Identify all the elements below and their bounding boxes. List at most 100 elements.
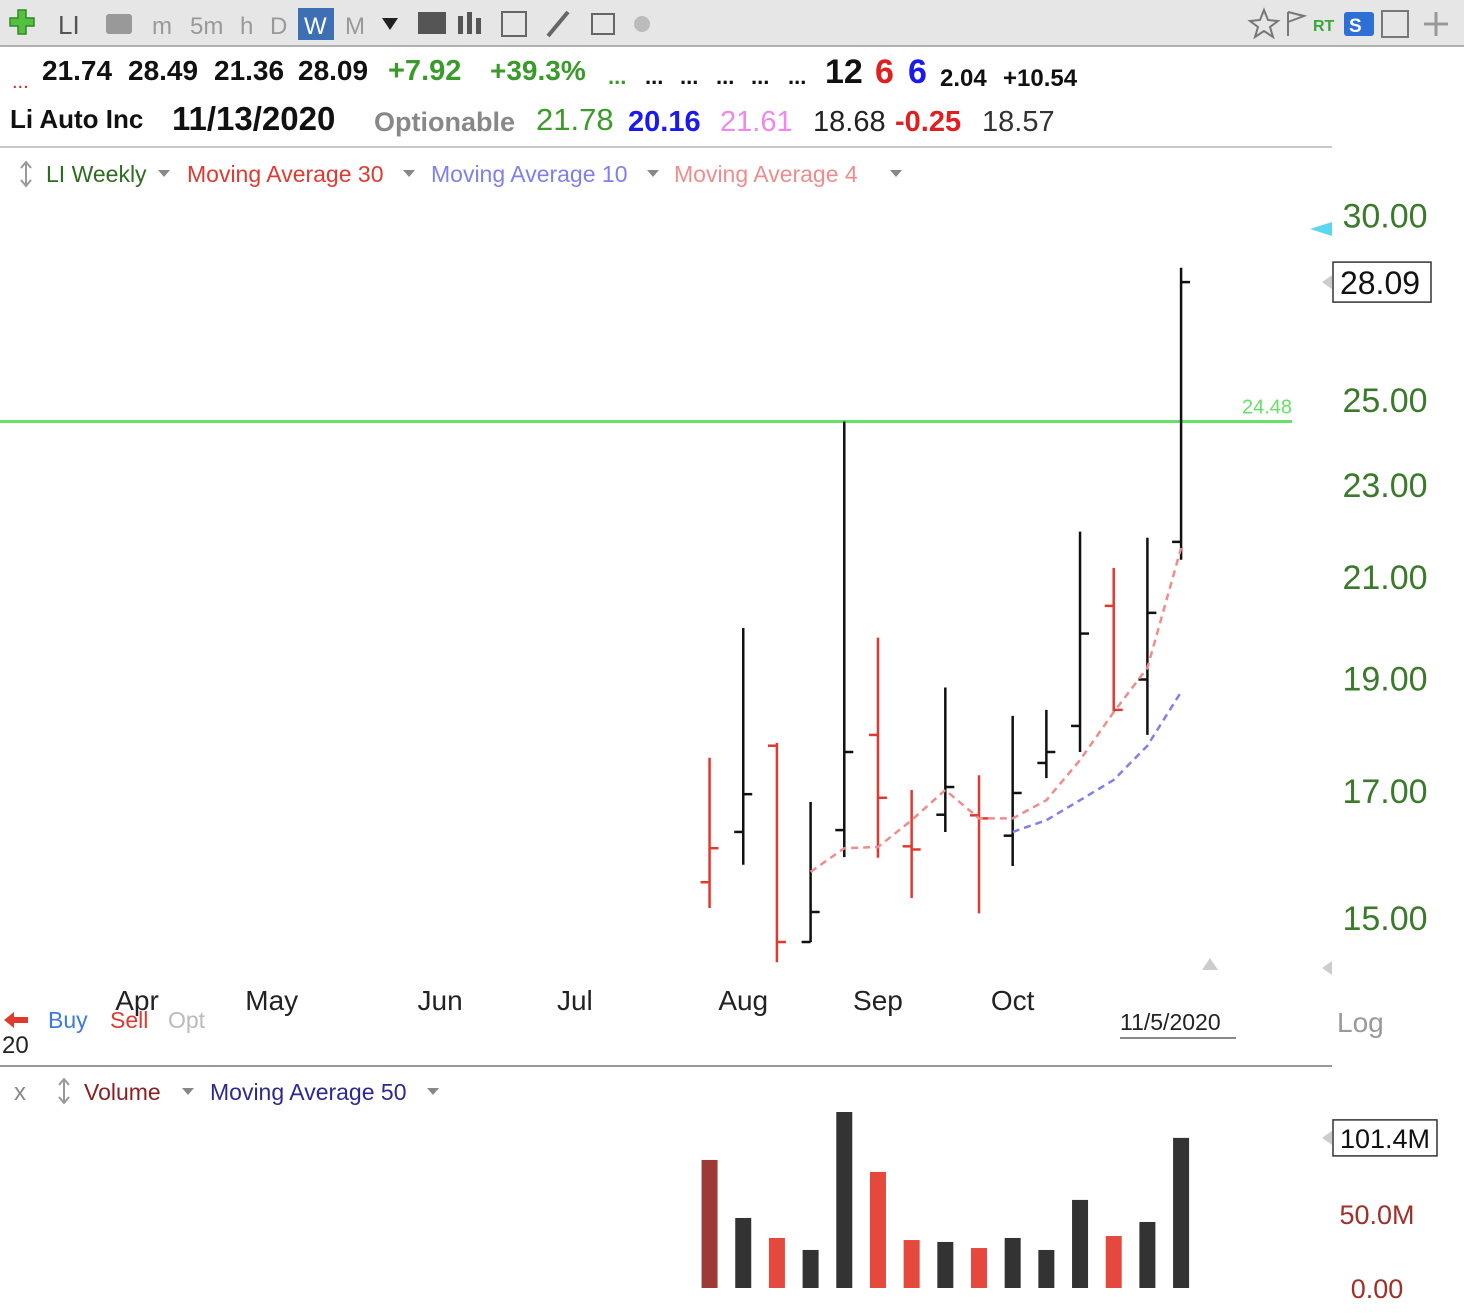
scroll-marker (1202, 958, 1218, 970)
legend-item[interactable]: Moving Average 4 (674, 161, 858, 187)
x-tick-label: Sep (853, 985, 903, 1016)
volume-bar (869, 1171, 886, 1288)
y-tick-label: 15.00 (1342, 900, 1427, 938)
interval-button[interactable]: M (345, 13, 365, 40)
print-icon[interactable] (106, 14, 132, 34)
year-label: 20 (2, 1032, 29, 1059)
y-tick-label: 30.00 (1342, 197, 1427, 235)
opt-button[interactable]: Opt (168, 1007, 206, 1033)
volume-bar (1173, 1137, 1190, 1288)
last-value-label: 101.4M (1340, 1124, 1430, 1154)
legend-item[interactable]: Moving Average 50 (210, 1079, 407, 1105)
volume-bar (971, 1248, 987, 1288)
x-tick-label: May (245, 985, 298, 1016)
quote-field: ... (12, 71, 29, 93)
x-tick-label: Jun (418, 985, 463, 1016)
volume-bar (735, 1217, 752, 1288)
interval-button[interactable]: h (240, 13, 253, 40)
legend-item[interactable]: Volume (84, 1079, 161, 1105)
volume-bar (1004, 1237, 1021, 1288)
quote-field: 11/13/2020 (172, 100, 335, 137)
scroll-marker (1322, 961, 1332, 975)
move-handle[interactable] (58, 1077, 70, 1105)
sell-button[interactable]: Sell (110, 1007, 148, 1033)
s-label[interactable]: S (1349, 16, 1362, 37)
interval-button[interactable]: D (270, 13, 287, 40)
y-tick-label: 23.00 (1342, 467, 1427, 505)
dropdown-arrow[interactable] (427, 1088, 439, 1095)
bars-icon[interactable] (458, 16, 463, 34)
bars-icon (467, 12, 472, 34)
quote-field: 6 (875, 53, 894, 91)
quote-field: 12 (825, 53, 863, 91)
quote-field: 21.78 (536, 102, 614, 137)
last-value-pointer (1322, 1130, 1332, 1145)
quote-field: ... (751, 64, 769, 89)
cursor-date: 11/5/2020 (1120, 1009, 1221, 1035)
volume-bar (1072, 1199, 1089, 1288)
scale-toggle[interactable]: Log (1337, 1007, 1384, 1038)
quote-field: 2.04 (940, 65, 987, 92)
quote-field: 21.36 (214, 55, 284, 86)
x-tick-label: Jul (557, 985, 593, 1016)
s-button[interactable] (1344, 12, 1374, 36)
quote-field: ... (608, 64, 626, 89)
interval-button[interactable]: W (304, 13, 327, 40)
dropdown-arrow[interactable] (158, 170, 170, 177)
quote-field: 18.68 (813, 106, 886, 138)
quote-field: +7.92 (388, 55, 461, 87)
legend-item[interactable]: Moving Average 30 (187, 161, 384, 187)
move-icon[interactable] (1424, 12, 1448, 36)
grid-icon[interactable] (501, 11, 527, 37)
legend-title[interactable]: LI Weekly (46, 161, 147, 187)
interval-button[interactable]: 5m (190, 13, 223, 40)
volume-bar (1139, 1221, 1156, 1288)
dropdown-arrow[interactable] (890, 170, 902, 177)
move-handle[interactable] (20, 160, 32, 188)
quote-field: 28.09 (298, 55, 368, 86)
last-value-box (1332, 261, 1432, 303)
interval-button[interactable]: m (152, 13, 172, 40)
trade-arrow[interactable] (4, 1012, 28, 1028)
quote-field: 18.57 (982, 106, 1055, 138)
favorite-icon[interactable] (1247, 7, 1281, 40)
quote-field: +10.54 (1003, 65, 1078, 92)
quote-field: 6 (908, 53, 927, 91)
legend-item[interactable]: Moving Average 10 (431, 161, 628, 187)
volume-bar (937, 1241, 954, 1288)
quote-field: 21.74 (42, 55, 112, 86)
symbol[interactable]: LI (58, 10, 80, 40)
close-panel[interactable]: x (14, 1079, 26, 1106)
quote-field: 21.61 (720, 106, 793, 138)
dropdown-arrow[interactable] (647, 170, 659, 177)
buy-button[interactable]: Buy (48, 1007, 88, 1033)
dropdown-arrow[interactable] (182, 1088, 194, 1095)
x-tick-label: Aug (718, 985, 768, 1016)
quote-field: +39.3% (490, 55, 586, 86)
y-tick-label: 19.00 (1342, 660, 1427, 698)
quote-field: ... (788, 64, 806, 89)
rt-indicator[interactable]: RT (1313, 18, 1335, 35)
toolbar (0, 0, 1464, 46)
draw-icon[interactable] (546, 10, 570, 38)
dropdown-arrow[interactable] (403, 170, 415, 177)
quote-field: Optionable (374, 107, 515, 137)
y-tick-label: 50.0M (1339, 1200, 1414, 1230)
flag-icon[interactable] (1287, 11, 1308, 36)
share-icon[interactable] (634, 16, 650, 32)
chart-type-icon[interactable] (418, 12, 446, 34)
moving-average (1012, 691, 1183, 834)
interval-dropdown[interactable] (382, 18, 398, 30)
last-value-label: 28.09 (1340, 265, 1420, 301)
y-tick-label: 0.00 (1351, 1274, 1404, 1304)
alert-marker (1310, 222, 1332, 236)
quote-field: ... (680, 64, 698, 89)
y-tick-label: 25.00 (1342, 382, 1427, 420)
save-icon[interactable] (1381, 10, 1409, 38)
reference-label: 24.48 (1242, 397, 1292, 419)
quote-field: 20.16 (628, 106, 701, 138)
note-icon[interactable] (591, 13, 615, 35)
add-button[interactable] (9, 9, 35, 35)
volume-bar (701, 1159, 718, 1288)
